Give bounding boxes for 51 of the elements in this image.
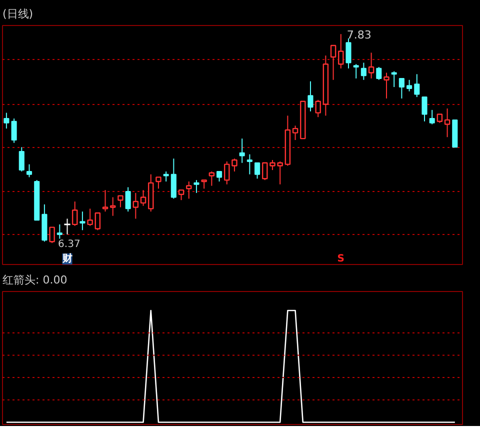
candlestick — [11, 118, 17, 144]
candlestick — [49, 226, 55, 244]
candlestick — [194, 180, 200, 194]
candlestick — [56, 224, 62, 240]
candlestick — [170, 158, 176, 200]
candlestick — [4, 112, 10, 130]
candlestick — [254, 162, 260, 180]
annotation: 6.37 — [58, 239, 80, 250]
candlestick — [308, 80, 314, 112]
candlestick — [80, 211, 86, 231]
candlestick — [208, 170, 215, 186]
candlestick — [353, 64, 359, 79]
candlestick — [156, 176, 162, 190]
candlestick — [391, 70, 397, 88]
candlestick — [125, 186, 131, 212]
candlestick — [18, 146, 24, 172]
candlestick — [216, 170, 222, 182]
candlestick — [384, 72, 390, 99]
candlestick — [132, 192, 139, 220]
annotation: S — [337, 254, 344, 264]
chart-title: (日线) — [2, 8, 34, 20]
candlestick — [178, 189, 184, 201]
candlestick — [376, 66, 382, 80]
candlestick — [338, 34, 344, 69]
candlestick — [444, 108, 450, 138]
candlestick — [186, 180, 192, 200]
candlestick — [239, 138, 245, 164]
candlestick — [330, 44, 336, 80]
candlestick — [292, 125, 298, 140]
candlestick — [163, 170, 169, 182]
candlestick — [102, 190, 108, 212]
candlestick — [422, 96, 428, 122]
candlestick — [87, 208, 93, 226]
candlestick — [398, 78, 404, 99]
candlestick — [315, 99, 321, 118]
candlestick — [346, 38, 352, 69]
annotation: 财 — [61, 252, 72, 264]
candlestick — [246, 154, 252, 175]
candlestick — [368, 52, 374, 79]
candlestick — [118, 195, 124, 208]
candlestick — [72, 201, 78, 226]
candlestick — [414, 74, 420, 98]
candlestick — [110, 196, 116, 216]
candlestick — [360, 62, 366, 80]
candlestick — [26, 164, 32, 178]
candlestick — [429, 109, 435, 125]
candlestick — [140, 190, 146, 206]
candlestick — [94, 212, 101, 231]
candlestick — [406, 79, 412, 92]
chart-title: 红箭头: 0.00 — [2, 274, 68, 286]
annotation: 7.83 — [346, 28, 372, 42]
